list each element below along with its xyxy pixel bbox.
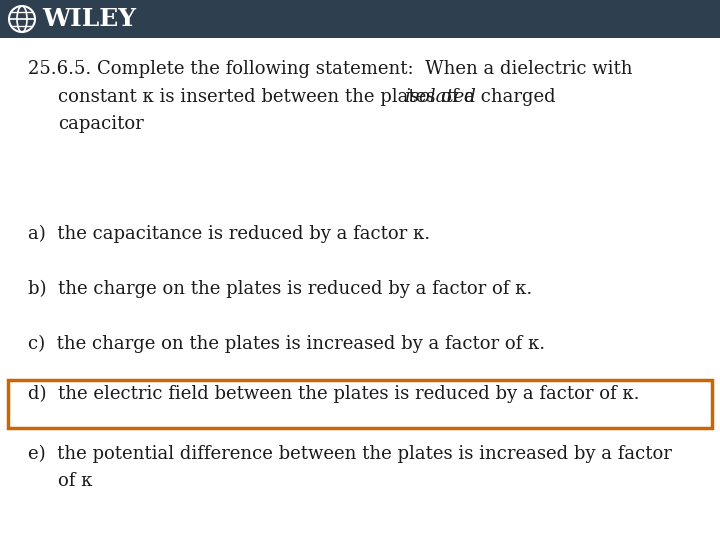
Text: of κ: of κ — [58, 472, 92, 490]
Text: a)  the capacitance is reduced by a factor κ.: a) the capacitance is reduced by a facto… — [28, 225, 430, 243]
Text: c)  the charge on the plates is increased by a factor of κ.: c) the charge on the plates is increased… — [28, 335, 545, 353]
Text: WILEY: WILEY — [42, 7, 136, 31]
Text: d)  the electric field between the plates is reduced by a factor of κ.: d) the electric field between the plates… — [28, 385, 639, 403]
Text: e)  the potential difference between the plates is increased by a factor: e) the potential difference between the … — [28, 445, 672, 463]
Text: constant κ is inserted between the plates of a charged: constant κ is inserted between the plate… — [58, 88, 562, 106]
Text: isolated: isolated — [405, 88, 476, 106]
Bar — [8, 380, 712, 428]
Bar — [0, 0, 720, 38]
Text: capacitor: capacitor — [58, 115, 144, 133]
Text: b)  the charge on the plates is reduced by a factor of κ.: b) the charge on the plates is reduced b… — [28, 280, 532, 298]
Text: 25.6.5. Complete the following statement:  When a dielectric with: 25.6.5. Complete the following statement… — [28, 60, 632, 78]
